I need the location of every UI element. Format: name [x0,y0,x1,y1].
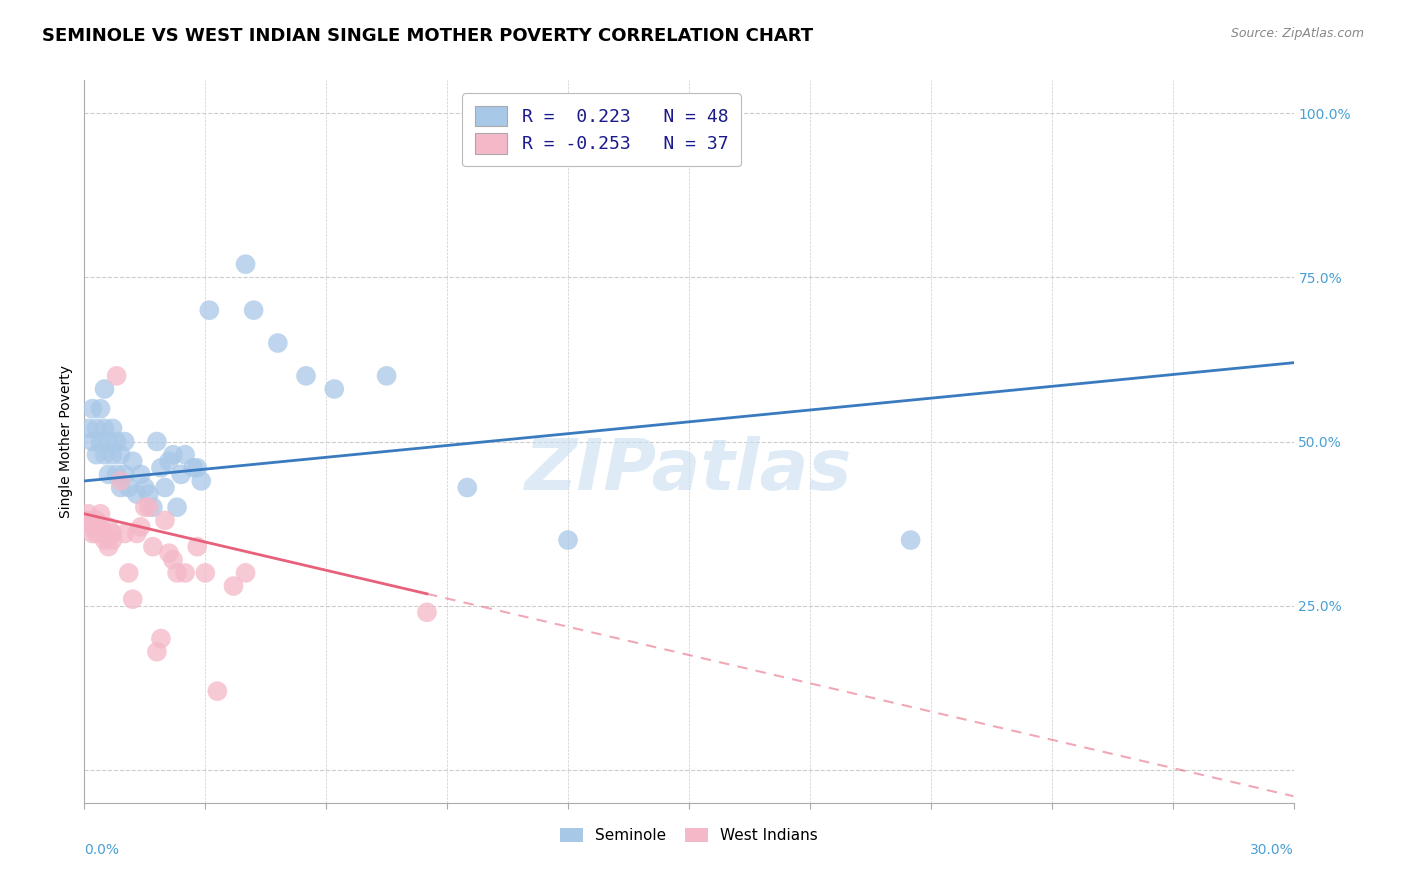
Point [375,368,398,383]
Text: ZIPatlas: ZIPatlas [526,436,852,505]
Point [153,513,176,527]
Point [77,513,100,527]
Point [186,540,208,554]
Point [416,605,439,619]
Point [77,421,100,435]
Point [114,434,136,449]
Point [82,520,104,534]
Point [146,645,169,659]
Point [121,592,143,607]
Point [323,382,346,396]
Point [142,540,165,554]
Point [89,434,111,449]
Point [105,368,128,383]
Point [105,434,128,449]
Point [93,526,115,541]
Point [190,474,212,488]
Point [157,454,180,468]
Point [153,481,176,495]
Point [89,507,111,521]
Point [101,533,124,547]
Point [121,454,143,468]
Point [110,481,132,495]
Point [93,448,115,462]
Point [456,481,478,495]
Point [105,467,128,482]
Point [295,368,318,383]
Point [86,526,108,541]
Point [181,460,204,475]
Point [82,401,104,416]
Text: Source: ZipAtlas.com: Source: ZipAtlas.com [1230,27,1364,40]
Point [157,546,180,560]
Point [93,421,115,435]
Y-axis label: Single Mother Poverty: Single Mother Poverty [59,365,73,518]
Point [129,467,152,482]
Point [170,467,193,482]
Point [900,533,922,547]
Point [110,448,132,462]
Text: 30.0%: 30.0% [1250,843,1294,856]
Point [166,500,188,515]
Point [93,382,115,396]
Point [142,500,165,515]
Point [114,526,136,541]
Point [134,500,156,515]
Point [93,533,115,547]
Point [101,448,124,462]
Point [77,507,100,521]
Point [138,500,160,515]
Point [194,566,217,580]
Legend: Seminole, West Indians: Seminole, West Indians [554,822,824,849]
Point [97,467,120,482]
Point [86,421,108,435]
Point [149,460,172,475]
Point [118,481,141,495]
Point [166,566,188,580]
Text: 0.0%: 0.0% [84,843,120,856]
Point [222,579,245,593]
Point [198,303,221,318]
Text: SEMINOLE VS WEST INDIAN SINGLE MOTHER POVERTY CORRELATION CHART: SEMINOLE VS WEST INDIAN SINGLE MOTHER PO… [42,27,813,45]
Point [242,303,264,318]
Point [149,632,172,646]
Point [97,520,120,534]
Point [174,566,197,580]
Point [235,566,257,580]
Point [118,566,141,580]
Point [267,336,290,351]
Point [114,467,136,482]
Point [129,520,152,534]
Point [125,487,148,501]
Point [174,448,197,462]
Point [186,460,208,475]
Point [97,434,120,449]
Point [557,533,579,547]
Point [235,257,257,271]
Point [125,526,148,541]
Point [162,448,184,462]
Point [101,421,124,435]
Point [82,434,104,449]
Point [86,448,108,462]
Point [146,434,169,449]
Point [82,526,104,541]
Point [207,684,229,698]
Point [110,474,132,488]
Point [89,520,111,534]
Point [134,481,156,495]
Point [138,487,160,501]
Point [89,401,111,416]
Point [101,526,124,541]
Point [97,540,120,554]
Point [162,553,184,567]
Point [86,513,108,527]
